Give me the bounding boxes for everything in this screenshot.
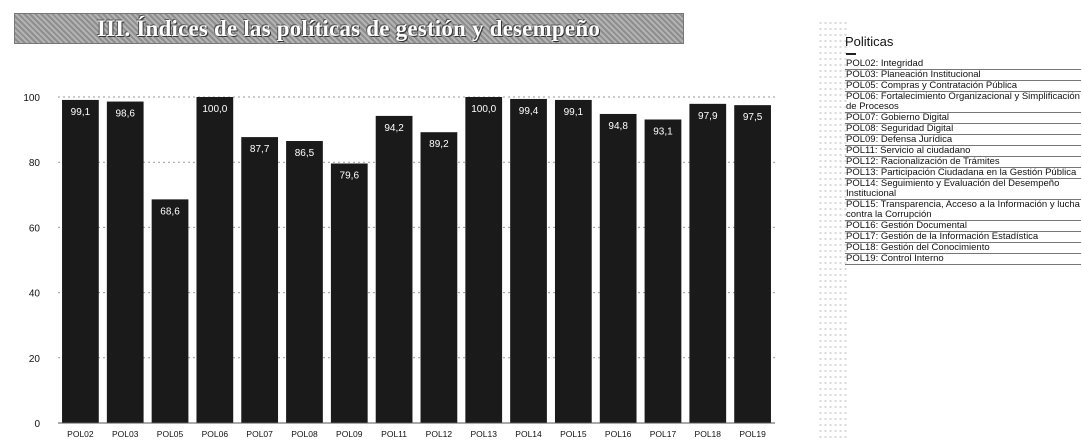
legend-item: POL07: Gobierno Digital xyxy=(845,113,1081,124)
bar-pol18 xyxy=(689,103,727,423)
x-tick-label: POL06 xyxy=(202,429,229,439)
data-label: 94,2 xyxy=(384,123,404,134)
y-tick-label: 0 xyxy=(34,419,40,430)
data-label: 100,0 xyxy=(202,104,227,115)
data-label: 99,4 xyxy=(519,106,539,117)
x-tick-label: POL09 xyxy=(336,429,363,439)
data-label: 89,2 xyxy=(429,139,449,150)
x-tick-label: POL13 xyxy=(470,429,497,439)
title-banner: III. Índices de las políticas de gestión… xyxy=(14,13,684,44)
data-label: 98,6 xyxy=(115,109,135,120)
legend-item: POL13: Participación Ciudadana en la Ges… xyxy=(845,168,1081,179)
bar-chart: 0 20 40 60 80 100 99,1 POL02 98,6 POL03 68,6 POL05 1… xyxy=(23,93,775,439)
legend-marker xyxy=(846,53,856,55)
x-tick-label: POL17 xyxy=(650,429,677,439)
y-tick-label: 100 xyxy=(23,93,40,104)
legend-list: POL02: Integridad POL03: Planeación Insti… xyxy=(845,59,1081,265)
y-tick-label: 40 xyxy=(29,289,41,300)
bar-pol07 xyxy=(241,137,279,423)
x-tick-label: POL18 xyxy=(695,429,722,439)
legend-item: POL08: Seguridad Digital xyxy=(845,124,1081,135)
data-label: 87,7 xyxy=(250,144,270,155)
bar-pol16 xyxy=(599,113,637,424)
legend-item: POL05: Compras y Contratación Pública xyxy=(845,81,1081,92)
data-label: 79,6 xyxy=(340,171,360,182)
data-label: 94,8 xyxy=(608,121,628,132)
divider xyxy=(818,20,848,440)
x-tick-label: POL12 xyxy=(426,429,453,439)
data-label: 68,6 xyxy=(160,206,180,217)
legend-item: POL15: Transparencia, Acceso a la Inform… xyxy=(845,199,1081,221)
legend-panel: Politicas POL02: Integridad POL03: Planea… xyxy=(845,34,1081,265)
x-tick-label: POL19 xyxy=(739,429,766,439)
legend-item: POL06: Fortalecimiento Organizacional y … xyxy=(845,91,1081,113)
data-label: 99,1 xyxy=(71,107,91,118)
data-label: 97,9 xyxy=(698,111,718,122)
bar-pol14 xyxy=(510,98,547,424)
legend-item: POL09: Defensa Jurídica xyxy=(845,135,1081,146)
data-label: 86,5 xyxy=(295,148,315,159)
data-label: 99,1 xyxy=(564,107,584,118)
x-tick-label: POL05 xyxy=(157,429,184,439)
y-tick-label: 60 xyxy=(29,223,41,234)
x-tick-label: POL14 xyxy=(515,429,542,439)
x-tick-label: POL15 xyxy=(560,429,587,439)
bar-pol03 xyxy=(106,101,144,424)
x-tick-label: POL16 xyxy=(605,429,632,439)
x-tick-label: POL08 xyxy=(291,429,318,439)
data-label: 100,0 xyxy=(471,104,496,115)
legend-item: POL17: Gestión de la Información Estadís… xyxy=(845,232,1081,243)
legend-title: Politicas xyxy=(845,34,894,49)
legend-item: POL19: Control Interno xyxy=(845,254,1081,265)
x-tick-label: POL11 xyxy=(381,429,407,439)
bar-pol13 xyxy=(465,97,503,423)
legend-item: POL18: Gestión del Conocimiento xyxy=(845,243,1081,254)
bar-pol11 xyxy=(375,115,413,424)
legend-item: POL16: Gestión Documental xyxy=(845,221,1081,232)
y-tick-label: 80 xyxy=(29,158,41,169)
legend-item: POL11: Servicio al ciudadano xyxy=(845,146,1081,157)
legend-item: POL03: Planeación Institucional xyxy=(845,70,1081,81)
y-tick-label: 20 xyxy=(29,354,41,365)
bar-pol02 xyxy=(62,99,99,424)
x-tick-label: POL07 xyxy=(246,429,273,439)
data-label: 97,5 xyxy=(743,112,763,123)
bar-pol19 xyxy=(734,105,771,424)
bar-pol15 xyxy=(554,99,592,424)
legend-item: POL02: Integridad xyxy=(845,59,1081,70)
bar-pol06 xyxy=(196,97,234,423)
bar-pol17 xyxy=(644,119,682,423)
bar-pol08 xyxy=(286,141,323,423)
chart-title: III. Índices de las políticas de gestión… xyxy=(97,16,601,41)
data-label: 93,1 xyxy=(653,126,673,137)
bar-pol09 xyxy=(330,163,368,423)
x-tick-label: POL02 xyxy=(67,429,94,439)
legend-item: POL14: Seguimiento y Evaluación del Dese… xyxy=(845,179,1081,200)
x-tick-label: POL03 xyxy=(112,429,139,439)
bar-pol05 xyxy=(151,199,189,423)
legend-item: POL12: Racionalización de Trámites xyxy=(845,157,1081,168)
bar-pol12 xyxy=(420,132,458,423)
